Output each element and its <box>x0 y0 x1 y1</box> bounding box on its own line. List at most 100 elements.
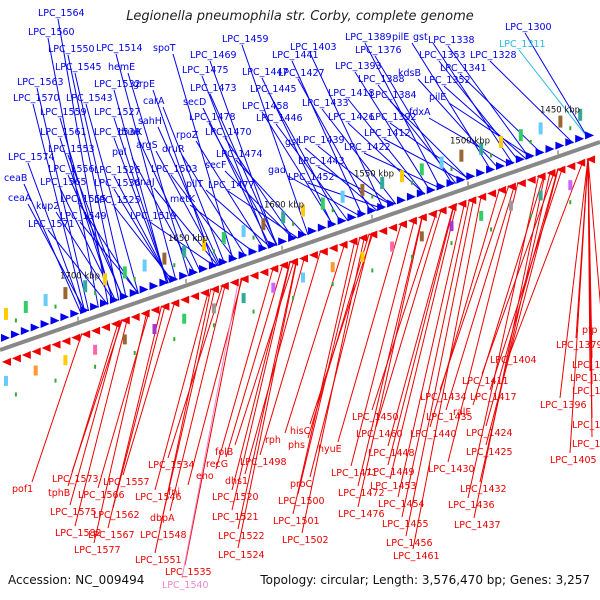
reverse-leader-line <box>122 300 176 476</box>
reverse-gene-label: LPC_1450 <box>352 412 399 423</box>
reverse-gene-arrow <box>437 206 447 215</box>
reverse-leader-line <box>401 198 471 518</box>
forward-gene-label: LPC_1441 <box>272 50 319 61</box>
reverse-gene-label: fni <box>168 487 180 498</box>
forward-gene-label: LPC_1549 <box>60 211 107 222</box>
forward-gene-arrow <box>337 216 347 225</box>
reverse-gene-label: LPC_1546 <box>135 492 182 503</box>
map-title: Legionella pneumophila str. Corby, compl… <box>126 9 474 24</box>
reverse-leader-line <box>237 258 298 549</box>
forward-gene-label: gad <box>268 165 286 176</box>
gc-marker <box>54 304 57 309</box>
feature-block <box>538 122 543 135</box>
forward-leader-line <box>241 44 309 235</box>
feature-block <box>301 204 305 217</box>
feature-block <box>182 313 187 324</box>
feature-block <box>4 307 8 320</box>
forward-gene-label: sahH <box>138 116 162 127</box>
forward-leader-line <box>383 138 464 182</box>
forward-gene-label: LPC_1514 <box>96 43 143 54</box>
forward-gene-label: LPC_1574 <box>8 152 55 163</box>
reverse-leader-line <box>112 304 166 509</box>
forward-gene-label: metK <box>170 194 196 205</box>
forward-gene-label: LPC_1519 <box>130 211 177 222</box>
reverse-gene-label: proC <box>290 479 313 490</box>
feature-block <box>271 282 276 293</box>
gc-marker <box>212 249 215 254</box>
forward-leader-line <box>162 106 226 264</box>
forward-gene-arrow <box>456 175 466 184</box>
forward-gene-arrow <box>199 264 208 273</box>
forward-gene-label: pilE <box>429 92 446 103</box>
forward-leader-line <box>209 60 277 246</box>
reverse-gene-label: dbpA <box>150 513 175 524</box>
forward-leader-line <box>448 102 533 158</box>
feature-block <box>281 211 286 224</box>
reverse-gene-label: LPC_1432 <box>460 484 507 495</box>
reverse-gene-arrow <box>338 240 348 249</box>
reverse-gene-arrow <box>160 302 170 311</box>
forward-gene-arrow <box>545 145 555 154</box>
forward-gene-label: LPC_1446 <box>256 113 303 124</box>
forward-gene-label: LPC_1447 <box>242 67 289 78</box>
feature-block <box>142 259 147 272</box>
forward-gene-label: hemE <box>108 62 135 73</box>
forward-gene-arrow <box>406 192 416 201</box>
reverse-leader-line <box>371 209 438 411</box>
feature-block <box>360 251 365 262</box>
reverse-leader-line <box>387 204 455 447</box>
reverse-gene-arrow <box>51 340 61 349</box>
forward-leader-line <box>27 162 84 314</box>
reverse-leader-line <box>357 215 423 487</box>
forward-gene-label: LPC_1426 <box>328 112 375 123</box>
feature-block <box>4 375 8 386</box>
forward-gene-label: LPC_1389 <box>345 32 392 43</box>
forward-gene-label: secF <box>205 160 226 171</box>
reverse-gene-arrow <box>269 264 279 273</box>
reverse-gene-label: LPC_1424 <box>466 428 513 439</box>
gc-marker <box>331 282 334 287</box>
reverse-gene-label: LPC_1404 <box>490 355 537 366</box>
gc-marker <box>133 350 136 355</box>
reverse-leader-line <box>169 283 227 512</box>
forward-gene-label: LPC_1469 <box>190 50 237 61</box>
gc-marker <box>569 126 572 131</box>
reverse-gene-arrow <box>209 285 219 294</box>
reverse-leader-line <box>439 185 510 391</box>
forward-gene-arrow <box>20 326 30 335</box>
feature-block <box>23 300 28 313</box>
forward-gene-arrow <box>179 271 189 280</box>
forward-gene-label: LPC_1376 <box>355 45 402 56</box>
forward-gene-label: LPC_1353 <box>419 50 466 61</box>
forward-leader-line <box>67 154 124 300</box>
kbp-tick-label: 1450 kbp <box>540 105 580 115</box>
reverse-gene-arrow <box>566 162 576 171</box>
forward-leader-line <box>27 203 87 313</box>
feature-block <box>558 115 563 128</box>
reverse-gene-label: LPC_1455 <box>382 519 429 530</box>
reverse-gene-arrow <box>279 261 289 270</box>
feature-block <box>459 149 464 162</box>
gc-marker <box>410 254 413 259</box>
forward-gene-label: LPC_1555 <box>60 194 107 205</box>
forward-leader-line <box>438 60 520 163</box>
gc-marker <box>252 235 255 240</box>
reverse-leader-line <box>587 158 593 438</box>
forward-gene-arrow <box>575 134 585 143</box>
forward-gene-label: LPC_1392 <box>370 112 417 123</box>
feature-block <box>400 170 404 183</box>
reverse-gene-arrow <box>487 189 497 198</box>
reverse-gene-arrow <box>239 275 249 284</box>
reverse-gene-label: LPC_1449 <box>368 467 415 478</box>
reverse-gene-arrow <box>546 169 556 178</box>
reverse-gene-label: LPC_1501 <box>273 516 320 527</box>
reverse-gene-label: LPC_1435 <box>426 412 473 423</box>
reverse-gene-arrow <box>71 333 81 342</box>
forward-gene-label: ceaB <box>4 173 27 184</box>
reverse-gene-label: LPC_1573 <box>52 474 99 485</box>
reverse-gene-label: LPC_1522 <box>218 531 265 542</box>
forward-gene-label: LPC_1458 <box>242 101 289 112</box>
forward-gene-arrow <box>129 288 139 297</box>
forward-gene-arrow <box>278 237 288 246</box>
